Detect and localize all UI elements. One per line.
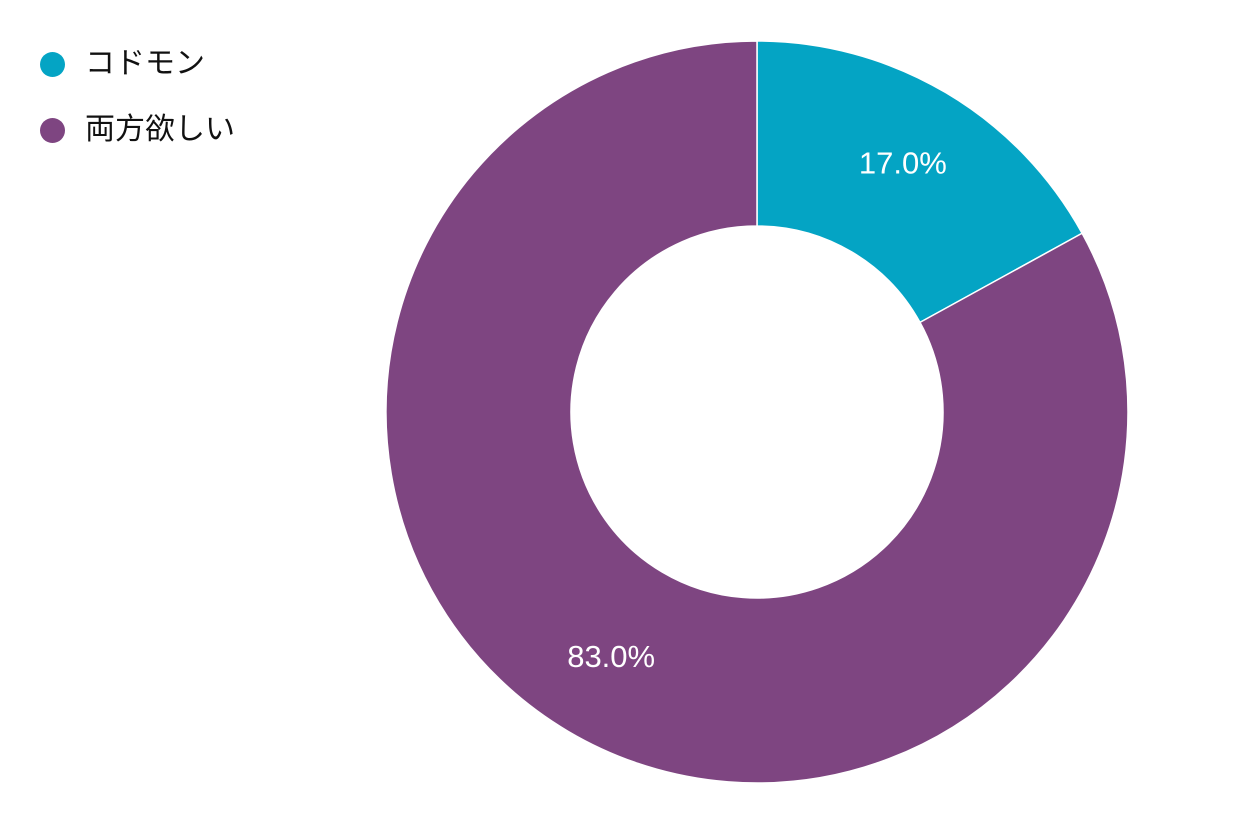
legend-item-kodomon: コドモン (40, 44, 235, 84)
legend-label: コドモン (85, 46, 205, 81)
legend-swatch (40, 117, 65, 143)
data-label-0: 17.0% (859, 146, 947, 181)
legend: コドモン 両方欲しい (40, 44, 235, 176)
legend-swatch (40, 51, 65, 77)
legend-item-both: 両方欲しい (40, 110, 235, 150)
donut-slice-1 (385, 40, 1129, 784)
legend-label: 両方欲しい (85, 112, 235, 147)
data-label-1: 83.0% (567, 639, 655, 674)
donut-slice-0 (756, 40, 1084, 324)
